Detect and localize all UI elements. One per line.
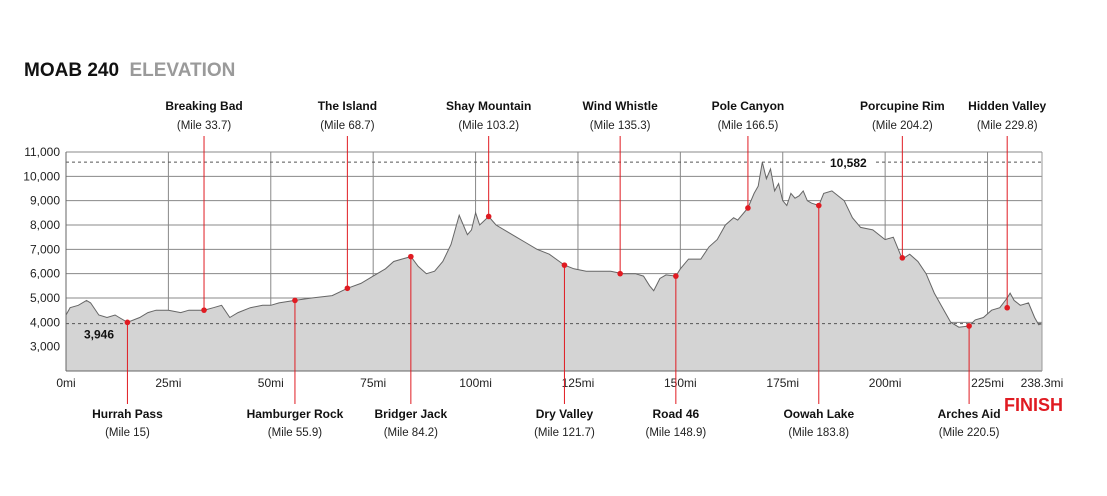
finish-label: FINISH <box>1004 395 1063 415</box>
aid-stations: Hurrah Pass (Mile 15) Breaking Bad (Mile 33… <box>92 99 1046 439</box>
aid-station-name: Oowah Lake <box>783 407 854 421</box>
aid-station-mile: (Mile 33.7) <box>177 120 231 132</box>
aid-station-marker <box>966 323 972 329</box>
aid-station-name: Bridger Jack <box>375 407 448 421</box>
x-tick-label: 150mi <box>664 376 697 390</box>
chart-title: MOAB 240 ELEVATION <box>24 60 235 81</box>
aid-station-marker <box>292 297 298 304</box>
aid-station-name: Dry Valley <box>536 407 594 421</box>
x-tick-label: 175mi <box>766 376 799 390</box>
aid-station-name: Arches Aid <box>938 407 1001 421</box>
y-tick-label: 7,000 <box>30 242 60 256</box>
aid-station: Dry Valley (Mile 121.7) <box>534 262 595 439</box>
aid-station-marker <box>815 202 822 209</box>
x-tick-label: 0mi <box>56 376 75 390</box>
y-tick-label: 11,000 <box>24 145 60 159</box>
x-tick-label: 75mi <box>360 376 386 390</box>
aid-station: The Island (Mile 68.7) <box>318 99 377 292</box>
aid-station: Hamburger Rock (Mile 55.9) <box>247 297 344 439</box>
aid-station-marker <box>617 270 623 277</box>
y-tick-label: 5,000 <box>30 291 60 305</box>
x-tick-label: 25mi <box>155 376 181 390</box>
aid-station-mile: (Mile 229.8) <box>977 120 1038 132</box>
aid-station: Pole Canyon (Mile 166.5) <box>712 99 785 211</box>
aid-station-mile: (Mile 148.9) <box>645 427 706 439</box>
aid-station-marker <box>673 273 679 279</box>
aid-station-marker <box>201 307 207 313</box>
aid-station-marker <box>561 262 568 268</box>
elevation-fill <box>66 162 1042 371</box>
y-tick-label: 6,000 <box>30 267 60 281</box>
reference-label-bg <box>81 326 127 342</box>
x-tick-label: 100mi <box>459 376 492 390</box>
aid-station: Shay Mountain (Mile 103.2) <box>446 99 531 220</box>
reference-label-bg <box>827 155 873 171</box>
reference-lines: 10,582 3,946 <box>66 155 1042 342</box>
aid-station-name: Hamburger Rock <box>247 407 344 421</box>
reference-label: 10,582 <box>830 156 867 170</box>
aid-station-mile: (Mile 166.5) <box>718 120 779 132</box>
x-tick-label: 225mi <box>971 376 1004 390</box>
chart-title-sub: ELEVATION <box>129 60 235 81</box>
y-tick-label: 3,000 <box>30 340 60 354</box>
aid-station: Hidden Valley (Mile 229.8) <box>968 99 1047 311</box>
elevation-area <box>65 162 1043 371</box>
aid-station-mile: (Mile 183.8) <box>788 427 849 439</box>
aid-station-name: Breaking Bad <box>165 99 242 113</box>
axes: 3,000 4,000 5,000 6,000 7,000 8,000 9,000 10,00… <box>23 145 1063 390</box>
aid-station-mile: (Mile 84.2) <box>384 427 438 439</box>
aid-station-mile: (Mile 68.7) <box>320 120 374 132</box>
aid-station-marker <box>124 319 131 326</box>
aid-station: Breaking Bad (Mile 33.7) <box>165 99 243 313</box>
aid-station-marker <box>899 255 906 261</box>
aid-station: Road 46 (Mile 148.9) <box>645 273 706 439</box>
aid-station: Arches Aid (Mile 220.5) <box>938 323 1001 439</box>
y-tick-label: 10,000 <box>23 169 60 183</box>
aid-station-marker <box>408 253 414 260</box>
aid-station-marker <box>485 213 492 220</box>
aid-station-name: Wind Whistle <box>583 99 659 113</box>
aid-station-name: Pole Canyon <box>712 99 785 113</box>
aid-station: Wind Whistle (Mile 135.3) <box>583 99 659 277</box>
aid-station: Oowah Lake (Mile 183.8) <box>783 202 854 439</box>
aid-station-name: Hurrah Pass <box>92 407 163 421</box>
aid-station-marker <box>745 205 751 211</box>
aid-station-mile: (Mile 204.2) <box>872 120 933 132</box>
aid-station-mile: (Mile 15) <box>105 427 150 439</box>
y-tick-label: 8,000 <box>30 218 60 232</box>
aid-station-name: The Island <box>318 99 377 113</box>
aid-station-mile: (Mile 103.2) <box>458 120 519 132</box>
aid-station-mile: (Mile 121.7) <box>534 427 595 439</box>
x-tick-label: 200mi <box>869 376 902 390</box>
aid-station-name: Hidden Valley <box>968 99 1046 113</box>
aid-station: Porcupine Rim (Mile 204.2) <box>860 99 945 261</box>
aid-station-marker <box>344 285 351 292</box>
reference-label: 3,946 <box>84 328 114 342</box>
x-tick-label: 50mi <box>258 376 284 390</box>
chart-title-main: MOAB 240 <box>24 60 119 81</box>
aid-station-name: Shay Mountain <box>446 99 531 113</box>
x-tick-label: 238.3mi <box>1021 376 1064 390</box>
x-tick-label: 125mi <box>562 376 595 390</box>
aid-station-mile: (Mile 135.3) <box>590 120 651 132</box>
aid-station-name: Road 46 <box>653 407 700 421</box>
y-tick-label: 4,000 <box>30 315 60 329</box>
aid-station: Hurrah Pass (Mile 15) <box>92 319 163 439</box>
aid-station: Bridger Jack (Mile 84.2) <box>375 253 448 439</box>
aid-station-mile: (Mile 220.5) <box>939 427 1000 439</box>
aid-station-name: Porcupine Rim <box>860 99 945 113</box>
aid-station-marker <box>1004 304 1010 311</box>
aid-station-mile: (Mile 55.9) <box>268 427 322 439</box>
y-tick-label: 9,000 <box>30 194 60 208</box>
